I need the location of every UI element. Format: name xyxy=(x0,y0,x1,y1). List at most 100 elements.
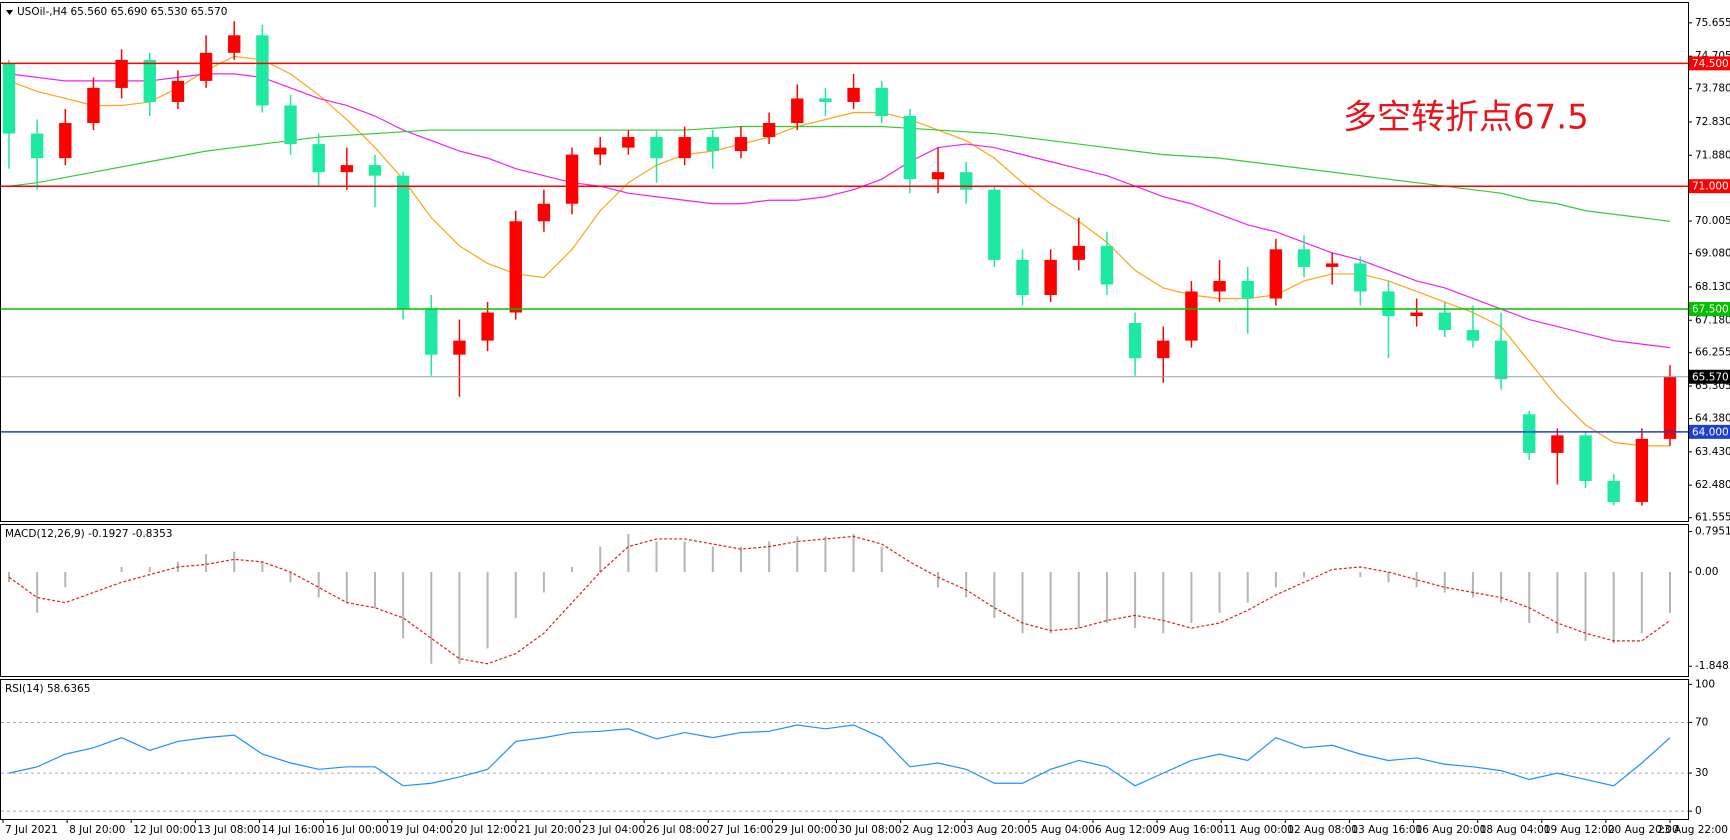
y-tick-label: 70.005 xyxy=(1695,215,1730,227)
y-tick-label: 73.780 xyxy=(1695,83,1730,95)
candle-body xyxy=(903,116,917,180)
candle-body xyxy=(284,105,297,145)
y-tick-label: 30 xyxy=(1695,767,1708,779)
candle-body xyxy=(678,137,691,159)
moving-average xyxy=(8,73,1671,349)
x-tick-label: 11 Aug 00:00 xyxy=(1223,824,1294,836)
candle-body xyxy=(1241,280,1254,299)
candle-body xyxy=(228,35,241,53)
x-tick-label: 13 Jul 08:00 xyxy=(197,824,260,836)
main-pane-frame xyxy=(0,2,1689,522)
candle-body xyxy=(1269,249,1283,299)
candle-body xyxy=(143,59,156,102)
macd-signal xyxy=(8,535,1671,665)
rsi-line xyxy=(8,724,1671,787)
candle-body xyxy=(1354,263,1367,292)
y-tick-label: -1.8483 xyxy=(1695,660,1730,672)
x-tick-label: 21 Jul 20:00 xyxy=(518,824,581,836)
candle-body xyxy=(1579,435,1592,481)
pane-title: MACD(12,26,9) -0.1927 -0.8353 xyxy=(5,528,172,540)
x-tick-label: 26 Jul 08:00 xyxy=(646,824,709,836)
x-tick-label: 9 Aug 16:00 xyxy=(1159,824,1223,836)
candle-body xyxy=(425,309,438,355)
candle-body xyxy=(1185,291,1198,341)
x-tick-label: 23 Aug 22:00 xyxy=(1657,824,1728,836)
y-tick-label: 0.7951 xyxy=(1695,526,1730,538)
candle-body xyxy=(30,133,44,159)
x-tick-label: 29 Jul 00:00 xyxy=(774,824,837,836)
candle-body xyxy=(312,144,325,173)
y-tick-label: 67.180 xyxy=(1695,314,1730,326)
y-tick-label: 64.380 xyxy=(1695,413,1730,425)
candle-body xyxy=(537,203,551,222)
y-tick-label: 61.555 xyxy=(1695,512,1730,524)
candle-body xyxy=(1382,291,1395,317)
y-tick-label: 0 xyxy=(1695,805,1702,817)
candle-body xyxy=(1635,438,1649,503)
candle-body xyxy=(622,137,635,148)
candle-body xyxy=(1410,312,1423,317)
candle-body xyxy=(1072,245,1085,260)
candle-body xyxy=(734,137,748,152)
candle-body xyxy=(1325,263,1339,267)
candle-body xyxy=(481,312,494,341)
candle-body xyxy=(594,147,607,155)
x-tick-label: 30 Jul 08:00 xyxy=(839,824,902,836)
price-label-box xyxy=(1689,179,1730,194)
candle-body xyxy=(959,172,973,190)
candle-body xyxy=(650,137,663,159)
price-label-box xyxy=(1689,56,1730,71)
candle-body xyxy=(819,98,832,102)
y-tick-label: 71.880 xyxy=(1695,149,1730,161)
x-tick-label: 27 Jul 16:00 xyxy=(710,824,773,836)
candle-body xyxy=(988,189,1001,260)
menu-arrow[interactable] xyxy=(6,10,13,15)
price-label-box xyxy=(1689,302,1730,317)
candle-body xyxy=(256,35,269,106)
candle-body xyxy=(1466,330,1480,341)
candle-body xyxy=(931,172,945,180)
annotation: 多空转折点67.5 xyxy=(1343,98,1589,138)
candle-body xyxy=(171,80,185,102)
candle-body xyxy=(1128,323,1142,359)
macd-pane-frame xyxy=(0,524,1689,677)
candle-body xyxy=(1100,245,1114,285)
y-tick-label: 69.080 xyxy=(1695,248,1730,260)
moving-average xyxy=(8,55,1670,447)
y-tick-label: 63.430 xyxy=(1695,446,1730,458)
price-label: 67.500 xyxy=(1692,304,1729,316)
pane-title: RSI(14) 58.6365 xyxy=(5,683,90,695)
candle-body xyxy=(2,63,16,134)
y-tick-label: 72.830 xyxy=(1695,116,1730,128)
candle-body xyxy=(791,98,804,124)
pane-title: USOil-,H4 65.560 65.690 65.530 65.570 xyxy=(17,6,227,18)
price-label: 65.570 xyxy=(1692,371,1729,383)
candle-body xyxy=(762,123,776,138)
x-tick-label: 23 Jul 04:00 xyxy=(582,824,645,836)
y-tick-label: 66.255 xyxy=(1695,347,1730,359)
x-tick-label: 20 Aug 20:00 xyxy=(1608,824,1679,836)
candle-body xyxy=(1213,280,1226,292)
x-tick-label: 19 Jul 04:00 xyxy=(390,824,453,836)
x-tick-label: 8 Jul 20:00 xyxy=(69,824,125,836)
candle-body xyxy=(199,52,213,81)
x-tick-label: 12 Aug 08:00 xyxy=(1287,824,1358,836)
candle-body xyxy=(1157,340,1170,359)
x-tick-label: 16 Aug 20:00 xyxy=(1416,824,1487,836)
candle-body xyxy=(1551,435,1564,453)
candle-body xyxy=(340,165,354,173)
candle-body xyxy=(1297,249,1311,267)
candle-body xyxy=(368,165,382,176)
x-tick-label: 16 Jul 00:00 xyxy=(326,824,389,836)
candle-body xyxy=(1438,312,1451,331)
y-tick-label: 100 xyxy=(1695,678,1715,690)
x-tick-label: 18 Aug 04:00 xyxy=(1480,824,1551,836)
candle-body xyxy=(115,59,128,88)
x-tick-label: 7 Jul 2021 xyxy=(5,824,58,836)
candle-body xyxy=(1607,480,1620,503)
y-tick-label: 62.480 xyxy=(1695,479,1730,491)
price-label-box xyxy=(1689,369,1730,384)
candle-body xyxy=(847,87,860,102)
